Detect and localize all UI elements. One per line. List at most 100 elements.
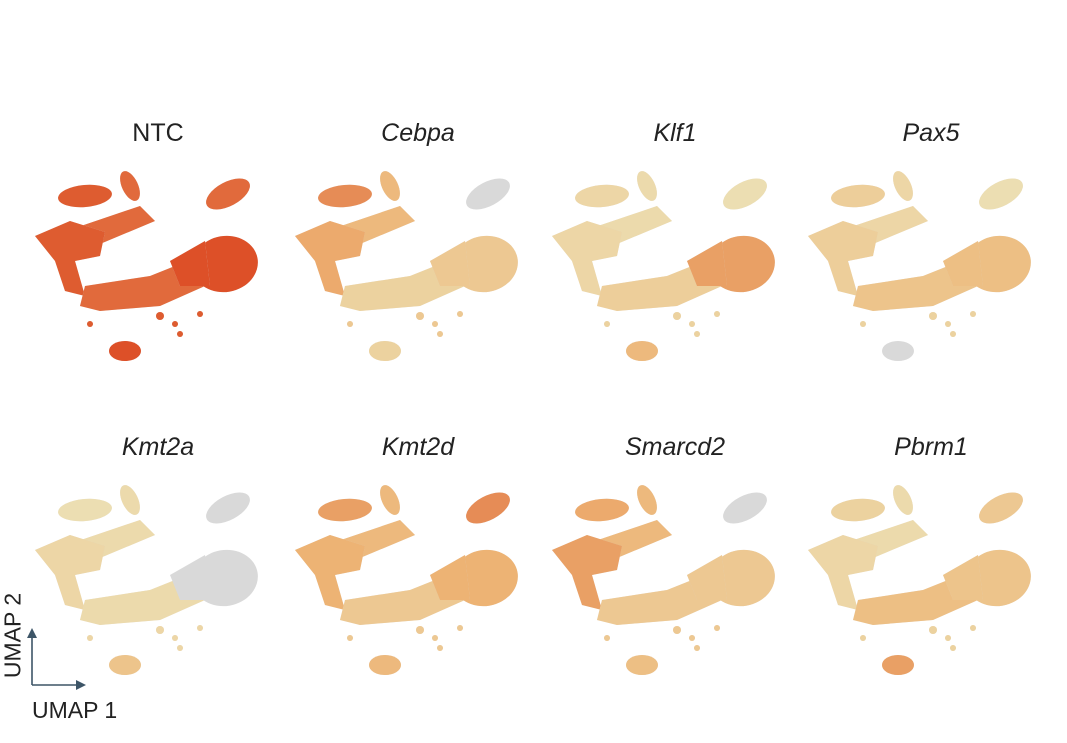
cluster-right-top xyxy=(723,178,767,210)
cell-region-expression xyxy=(457,625,463,631)
cluster-left-arm xyxy=(808,535,878,610)
cell-region-expression xyxy=(437,331,443,337)
axis-label-umap2: UMAP 2 xyxy=(0,592,26,679)
cell-region-expression xyxy=(831,184,885,208)
cell-region-expression xyxy=(340,258,465,311)
cell-region-expression xyxy=(430,555,470,600)
cluster-center-band xyxy=(340,258,465,311)
cell-region-expression xyxy=(430,241,470,286)
panel-title: Kmt2d xyxy=(381,433,455,461)
cell-region-expression xyxy=(694,331,700,337)
cell-region-expression xyxy=(295,535,365,610)
umap1-arrowhead xyxy=(76,680,86,690)
cell-region-expression xyxy=(950,645,956,651)
cluster-left-arm xyxy=(295,221,365,296)
cell-region-expression xyxy=(120,171,140,201)
cell-region-expression xyxy=(575,184,629,208)
cluster-left-arm xyxy=(35,221,105,296)
cell-region-expression xyxy=(860,321,866,327)
cell-region-expression xyxy=(318,498,372,522)
panel-title: Cebpa xyxy=(381,119,455,147)
cell-region-expression xyxy=(979,178,1023,210)
cell-region-expression xyxy=(416,312,424,320)
cell-region-expression xyxy=(970,625,976,631)
umap-scatter xyxy=(35,171,258,361)
cluster-bottom-blob xyxy=(882,341,914,361)
cell-region-expression xyxy=(80,572,205,625)
cell-region-expression xyxy=(170,241,210,286)
cell-region-expression xyxy=(673,312,681,320)
cell-region-base xyxy=(170,555,210,600)
umap-panel-pax5: Pax5 xyxy=(803,118,1059,361)
cell-region-expression xyxy=(979,492,1023,524)
cell-region-expression xyxy=(380,485,400,515)
cluster-big-blob xyxy=(943,235,1031,293)
cluster-right-top xyxy=(723,492,767,524)
cell-region-expression xyxy=(432,635,438,641)
cell-region-expression xyxy=(689,635,695,641)
panel-title: Klf1 xyxy=(653,119,697,147)
panel-title: Pbrm1 xyxy=(894,433,968,461)
cell-region-expression xyxy=(626,341,658,361)
cell-region-expression xyxy=(626,655,658,675)
cluster-center-band xyxy=(80,572,205,625)
cell-region-expression xyxy=(87,635,93,641)
cell-region-expression xyxy=(318,184,372,208)
cluster-left-arm xyxy=(552,221,622,296)
umap-scatter xyxy=(552,485,775,675)
umap-panel-smarcd2: Smarcd2 xyxy=(547,432,803,675)
cell-region-expression xyxy=(950,331,956,337)
cluster-top-blob xyxy=(831,184,885,208)
cell-region-expression xyxy=(172,635,178,641)
cell-region-expression xyxy=(466,492,510,524)
cell-region-expression xyxy=(929,626,937,634)
cluster-center-band xyxy=(597,572,722,625)
cell-region-expression xyxy=(945,635,951,641)
cell-region-expression xyxy=(80,258,205,311)
cell-region-base xyxy=(466,178,510,210)
cluster-small-dots xyxy=(87,311,203,337)
cluster-right-top xyxy=(466,178,510,210)
cell-region-expression xyxy=(416,626,424,634)
cluster-top-blob xyxy=(318,498,372,522)
umap-scatter xyxy=(295,485,518,675)
cell-region-expression xyxy=(808,221,878,296)
cluster-big-blob xyxy=(687,549,775,607)
cluster-bottom-blob xyxy=(626,655,658,675)
umap-panel-kmt2a: Kmt2a xyxy=(30,432,286,675)
cluster-top-blob xyxy=(831,498,885,522)
cluster-top-blob xyxy=(58,498,112,522)
cell-region-expression xyxy=(177,331,183,337)
cluster-right-top xyxy=(206,178,250,210)
cell-region-expression xyxy=(380,171,400,201)
cell-region-expression xyxy=(929,312,937,320)
cell-region-expression xyxy=(853,572,978,625)
cell-region-expression xyxy=(35,221,105,296)
cell-region-expression xyxy=(340,572,465,625)
cluster-left-arm xyxy=(552,535,622,610)
cell-region-expression xyxy=(197,625,203,631)
umap-scatter xyxy=(295,171,518,361)
cell-region-expression xyxy=(970,311,976,317)
cell-region-expression xyxy=(58,184,112,208)
cluster-upper-stalk xyxy=(335,485,415,558)
cluster-bottom-blob xyxy=(109,341,141,361)
panel-title: Pax5 xyxy=(902,119,960,147)
umap-axis-arrows xyxy=(27,628,86,690)
cell-region-expression xyxy=(177,645,183,651)
cell-region-expression xyxy=(87,321,93,327)
cluster-center-band xyxy=(853,572,978,625)
cell-region-base xyxy=(723,492,767,524)
cluster-left-arm xyxy=(808,221,878,296)
cell-region-expression xyxy=(347,321,353,327)
cluster-big-blob xyxy=(430,549,518,607)
cell-region-expression xyxy=(689,321,695,327)
cell-region-expression xyxy=(58,498,112,522)
cell-region-expression xyxy=(432,321,438,327)
cluster-bottom-blob xyxy=(369,341,401,361)
umap-panel-kmt2d: Kmt2d xyxy=(290,432,546,675)
umap-panel-ntc: NTC xyxy=(30,118,286,361)
cluster-big-blob xyxy=(687,235,775,293)
panel-title: Kmt2a xyxy=(121,433,195,461)
umap-scatter xyxy=(35,485,258,675)
